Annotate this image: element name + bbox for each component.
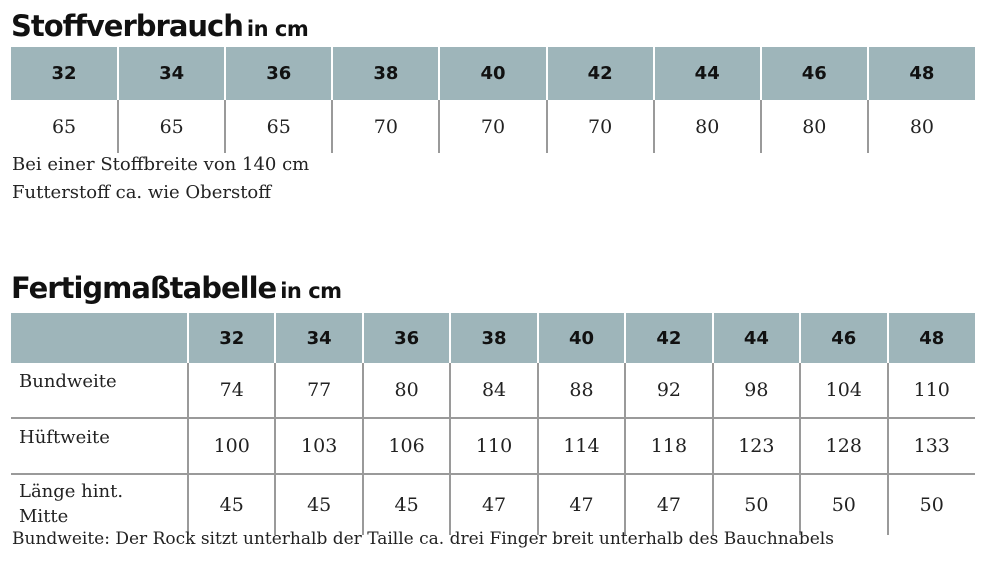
size-header: 46	[760, 47, 869, 100]
measurement-cell: 47	[537, 474, 627, 535]
fabric-value-cell: 65	[225, 100, 334, 153]
measurement-cell: 104	[800, 363, 889, 419]
measurement-cell: 100	[188, 418, 277, 475]
row-label-back-length: Länge hint. Mitte	[11, 474, 189, 535]
measurement-cell: 47	[625, 474, 714, 535]
size-header: 38	[332, 47, 441, 100]
measurement-cell: 88	[537, 363, 627, 419]
size-header: 48	[887, 313, 975, 363]
measurement-cell: 110	[450, 418, 539, 475]
fabric-value-cell: 70	[332, 100, 441, 153]
measurement-cell: 80	[362, 363, 452, 419]
size-header: 46	[800, 313, 889, 363]
measurement-cell: 47	[450, 474, 539, 535]
back-length-row: Länge hint. Mitte 45 45 45 47 47 47 50 5…	[11, 474, 975, 535]
measurement-cell: 110	[887, 363, 975, 419]
measurement-cell: 84	[450, 363, 539, 419]
size-header: 34	[275, 313, 364, 363]
size-header-row: 32 34 36 38 40 42 44 46 48	[11, 313, 975, 363]
size-header: 36	[362, 313, 452, 363]
finished-measurements-title: Fertigmaßtabelle in cm	[11, 274, 342, 303]
measurement-cell: 45	[188, 474, 277, 535]
measurement-cell: 77	[275, 363, 364, 419]
fabric-consumption-heading: Stoffverbrauch	[11, 9, 244, 43]
measurement-cell: 50	[919, 494, 944, 516]
fabric-value-cell: 65	[11, 100, 120, 153]
size-header: 38	[450, 313, 539, 363]
size-header: 36	[225, 47, 334, 100]
fabric-value-cell: 65	[118, 100, 227, 153]
size-header: 34	[118, 47, 227, 100]
waist-footnote: Bundweite: Der Rock sitzt unterhalb der …	[12, 529, 834, 549]
size-header: 32	[188, 313, 277, 363]
measurement-cell: 123	[712, 418, 802, 475]
size-header-row: 32 34 36 38 40 42 44 46 48	[11, 47, 975, 100]
size-header: 40	[537, 313, 627, 363]
measurement-cell: 133	[887, 418, 975, 475]
measurement-cell: 128	[800, 418, 889, 475]
fabric-consumption-row: 65 65 65 70 70 70 80 80 80	[11, 100, 975, 153]
measurement-cell: 118	[625, 418, 714, 475]
measurement-cell: 45	[275, 474, 364, 535]
fabric-consumption-title: Stoffverbrauch in cm	[11, 9, 309, 43]
size-header: 48	[867, 47, 975, 100]
finished-measurements-table: 32 34 36 38 40 42 44 46 48 Bundweite 74 …	[11, 313, 975, 535]
fabric-value-cell: 80	[653, 100, 762, 153]
measurement-cell: 98	[712, 363, 802, 419]
row-label-line: Länge hint.	[19, 481, 124, 502]
finished-measurements-unit: in cm	[280, 279, 342, 303]
waist-row: Bundweite 74 77 80 84 88 92 98 104 110	[11, 363, 975, 419]
measurement-cell: 50	[800, 474, 889, 535]
lining-note: Futterstoff ca. wie Oberstoff	[12, 182, 272, 203]
size-header: 40	[439, 47, 548, 100]
size-header: 42	[546, 47, 655, 100]
measurement-cell: 50	[712, 474, 802, 535]
size-header: 44	[712, 313, 802, 363]
row-label-waist: Bundweite	[11, 363, 189, 419]
measurement-cell: 114	[537, 418, 627, 475]
hip-row: Hüftweite 100 103 106 110 114 118 123 12…	[11, 418, 975, 475]
fabric-width-note: Bei einer Stoffbreite von 140 cm	[12, 154, 310, 175]
empty-corner-cell	[11, 313, 189, 363]
fabric-value-cell: 80	[760, 100, 869, 153]
fabric-value-cell: 70	[439, 100, 548, 153]
size-header: 44	[653, 47, 762, 100]
measurement-cell: 103	[275, 418, 364, 475]
row-label-line: Mitte	[19, 506, 69, 527]
row-label-hip: Hüftweite	[11, 418, 189, 475]
fabric-consumption-table: 32 34 36 38 40 42 44 46 48 65 65 65 70 7…	[11, 47, 975, 153]
fabric-consumption-unit: in cm	[246, 17, 309, 41]
measurement-cell: 74	[188, 363, 277, 419]
fabric-value-cell: 70	[546, 100, 655, 153]
measurement-cell: 92	[625, 363, 714, 419]
fabric-value-cell: 80	[909, 115, 935, 138]
finished-measurements-heading: Fertigmaßtabelle	[11, 271, 277, 305]
measurement-cell: 45	[362, 474, 452, 535]
size-header: 32	[11, 47, 120, 100]
size-header: 42	[625, 313, 714, 363]
measurement-cell: 106	[362, 418, 452, 475]
